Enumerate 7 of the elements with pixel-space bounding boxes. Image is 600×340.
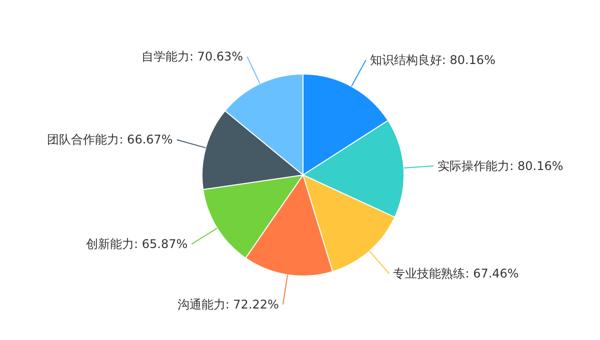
slice-label: 团队合作能力: 66.67% (47, 132, 173, 147)
slice-label: 创新能力: 65.87% (86, 237, 188, 252)
slice-label: 专业技能熟练: 67.46% (393, 266, 519, 281)
slice-label: 知识结构良好: 80.16% (370, 53, 496, 68)
slice-label: 实际操作能力: 80.16% (438, 158, 564, 173)
slice-label: 沟通能力: 72.22% (177, 297, 279, 312)
slice-label: 自学能力: 70.63% (141, 50, 244, 64)
